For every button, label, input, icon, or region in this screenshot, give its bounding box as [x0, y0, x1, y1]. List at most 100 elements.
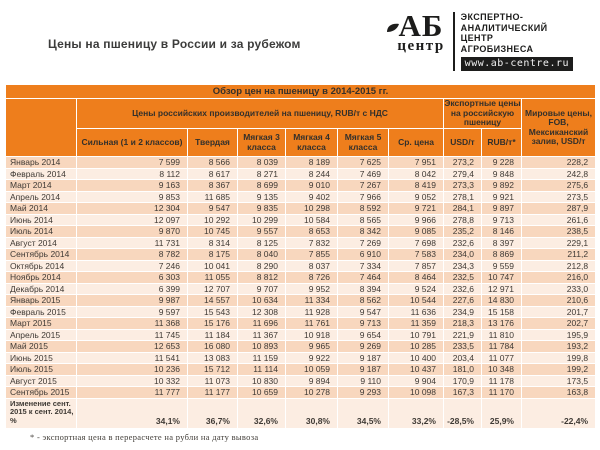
- price-cell: 6 910: [337, 248, 389, 261]
- table-row: Ноябрь 2014 6 303 11 055 8 812 8 726 7 464 8 4…: [5, 271, 597, 284]
- price-cell: 15 543: [187, 305, 238, 318]
- group-producer-prices: Цены российских производителей на пшениц…: [76, 98, 444, 129]
- price-cell: 212,8: [520, 259, 597, 272]
- leaf-icon: [387, 23, 400, 32]
- price-cell: 10 745: [187, 225, 238, 238]
- price-cell: 10 747: [481, 271, 522, 284]
- change-row-label: Изменение сент. 2015 к сент. 2014, %: [5, 397, 77, 429]
- table-row: Сентябрь 2015 11 777 11 177 10 659 10 278 9 2…: [5, 386, 597, 399]
- price-cell: 11 685: [187, 190, 238, 203]
- price-cell: 210,6: [520, 294, 597, 307]
- table-row: Август 2014 11 731 8 314 8 125 7 832 7 269 7 6…: [5, 236, 597, 249]
- price-cell: 170,9: [443, 374, 482, 387]
- col-soft-4: Мягкая 4 класса: [285, 128, 338, 157]
- price-cell: 11 810: [481, 328, 522, 341]
- price-cell: 227,6: [443, 294, 482, 307]
- price-cell: 8 464: [388, 271, 444, 284]
- price-cell: 203,4: [443, 351, 482, 364]
- change-cell: 34,1%: [76, 397, 188, 429]
- price-cell: 9 707: [237, 282, 286, 295]
- price-cell: 12 304: [76, 202, 188, 215]
- month-cell: Август 2015: [5, 374, 77, 387]
- price-cell: 10 285: [388, 340, 444, 353]
- price-cell: 8 342: [337, 225, 389, 238]
- price-cell: 199,8: [520, 351, 597, 364]
- logo-monogram: АБ центр: [387, 10, 450, 54]
- price-cell: 273,5: [520, 190, 597, 203]
- price-cell: 8 562: [337, 294, 389, 307]
- price-cell: 8 419: [388, 179, 444, 192]
- price-cell: 13 083: [187, 351, 238, 364]
- price-cell: 10 059: [285, 363, 338, 376]
- month-cell: Март 2014: [5, 179, 77, 192]
- price-cell: 10 278: [285, 386, 338, 399]
- price-cell: 9 966: [388, 213, 444, 226]
- price-cell: 11 159: [237, 351, 286, 364]
- table-row: Июнь 2015 11 541 13 083 11 159 9 922 9 187 10 …: [5, 351, 597, 364]
- price-cell: 9 402: [285, 190, 338, 203]
- price-cell: 173,5: [520, 374, 597, 387]
- change-row: Изменение сент. 2015 к сент. 2014, % 34,1…: [5, 397, 597, 429]
- price-cell: 8 271: [237, 167, 286, 180]
- price-cell: 10 918: [285, 328, 338, 341]
- price-cell: 10 659: [237, 386, 286, 399]
- month-cell: Ноябрь 2014: [5, 271, 77, 284]
- table-row: Апрель 2015 11 745 11 184 11 367 10 918 9 654…: [5, 328, 597, 341]
- table-row: Июль 2014 9 870 10 745 9 557 8 653 8 342 9 085…: [5, 225, 597, 238]
- price-cell: 6 399: [76, 282, 188, 295]
- price-cell: 14 557: [187, 294, 238, 307]
- price-cell: 8 189: [285, 156, 338, 169]
- month-cell: Июль 2014: [5, 225, 77, 238]
- change-cell: 25,9%: [481, 397, 522, 429]
- price-cell: 8 812: [237, 271, 286, 284]
- month-column-header: [5, 98, 77, 157]
- price-cell: 9 713: [481, 213, 522, 226]
- logo-abbr: АБ: [398, 8, 444, 43]
- price-cell: 11 177: [187, 386, 238, 399]
- table-title: Обзор цен на пшеницу в 2014-2015 гг.: [4, 84, 597, 99]
- price-cell: 9 987: [76, 294, 188, 307]
- price-cell: 15 712: [187, 363, 238, 376]
- price-cell: 163,8: [520, 386, 597, 399]
- col-export-rub: RUB/т*: [481, 128, 522, 157]
- price-cell: 10 292: [187, 213, 238, 226]
- col-hard-wheat: Твердая: [187, 128, 238, 157]
- month-cell: Октябрь 2014: [5, 259, 77, 272]
- price-cell: 8 125: [237, 236, 286, 249]
- price-cell: 11 784: [481, 340, 522, 353]
- table-row: Март 2014 9 163 8 367 8 699 9 010 7 267 8 419 2…: [5, 179, 597, 192]
- change-cell: 33,2%: [388, 397, 444, 429]
- price-cell: 11 073: [187, 374, 238, 387]
- price-cell: 211,2: [520, 248, 597, 261]
- price-cell: 10 332: [76, 374, 188, 387]
- price-cell: 9 597: [76, 305, 188, 318]
- price-cell: 9 187: [337, 363, 389, 376]
- price-cell: 11 696: [237, 317, 286, 330]
- price-cell: 8 367: [187, 179, 238, 192]
- price-cell: 9 524: [388, 282, 444, 295]
- price-cell: 11 636: [388, 305, 444, 318]
- logo-text: ЭКСПЕРТНО- АНАЛИТИЧЕСКИЙ ЦЕНТР АГРОБИЗНЕ…: [460, 10, 573, 71]
- price-cell: 11 731: [76, 236, 188, 249]
- table-row: Январь 2014 7 599 8 566 8 039 8 189 7 625 7 95…: [5, 156, 597, 169]
- price-cell: 11 055: [187, 271, 238, 284]
- price-cell: 7 857: [388, 259, 444, 272]
- month-cell: Февраль 2014: [5, 167, 77, 180]
- price-cell: 7 267: [337, 179, 389, 192]
- month-cell: Февраль 2015: [5, 305, 77, 318]
- price-cell: 6 303: [76, 271, 188, 284]
- price-cell: 8 146: [481, 225, 522, 238]
- price-cell: 167,3: [443, 386, 482, 399]
- price-cell: 7 246: [76, 259, 188, 272]
- price-table: Обзор цен на пшеницу в 2014-2015 гг. Цен…: [4, 84, 597, 429]
- price-cell: 278,1: [443, 190, 482, 203]
- price-cell: 229,1: [520, 236, 597, 249]
- price-cell: 9 228: [481, 156, 522, 169]
- price-cell: 9 894: [285, 374, 338, 387]
- price-cell: 8 653: [285, 225, 338, 238]
- price-cell: 7 464: [337, 271, 389, 284]
- price-cell: 9 835: [237, 202, 286, 215]
- price-cell: 10 544: [388, 294, 444, 307]
- price-cell: 9 892: [481, 179, 522, 192]
- price-cell: 7 832: [285, 236, 338, 249]
